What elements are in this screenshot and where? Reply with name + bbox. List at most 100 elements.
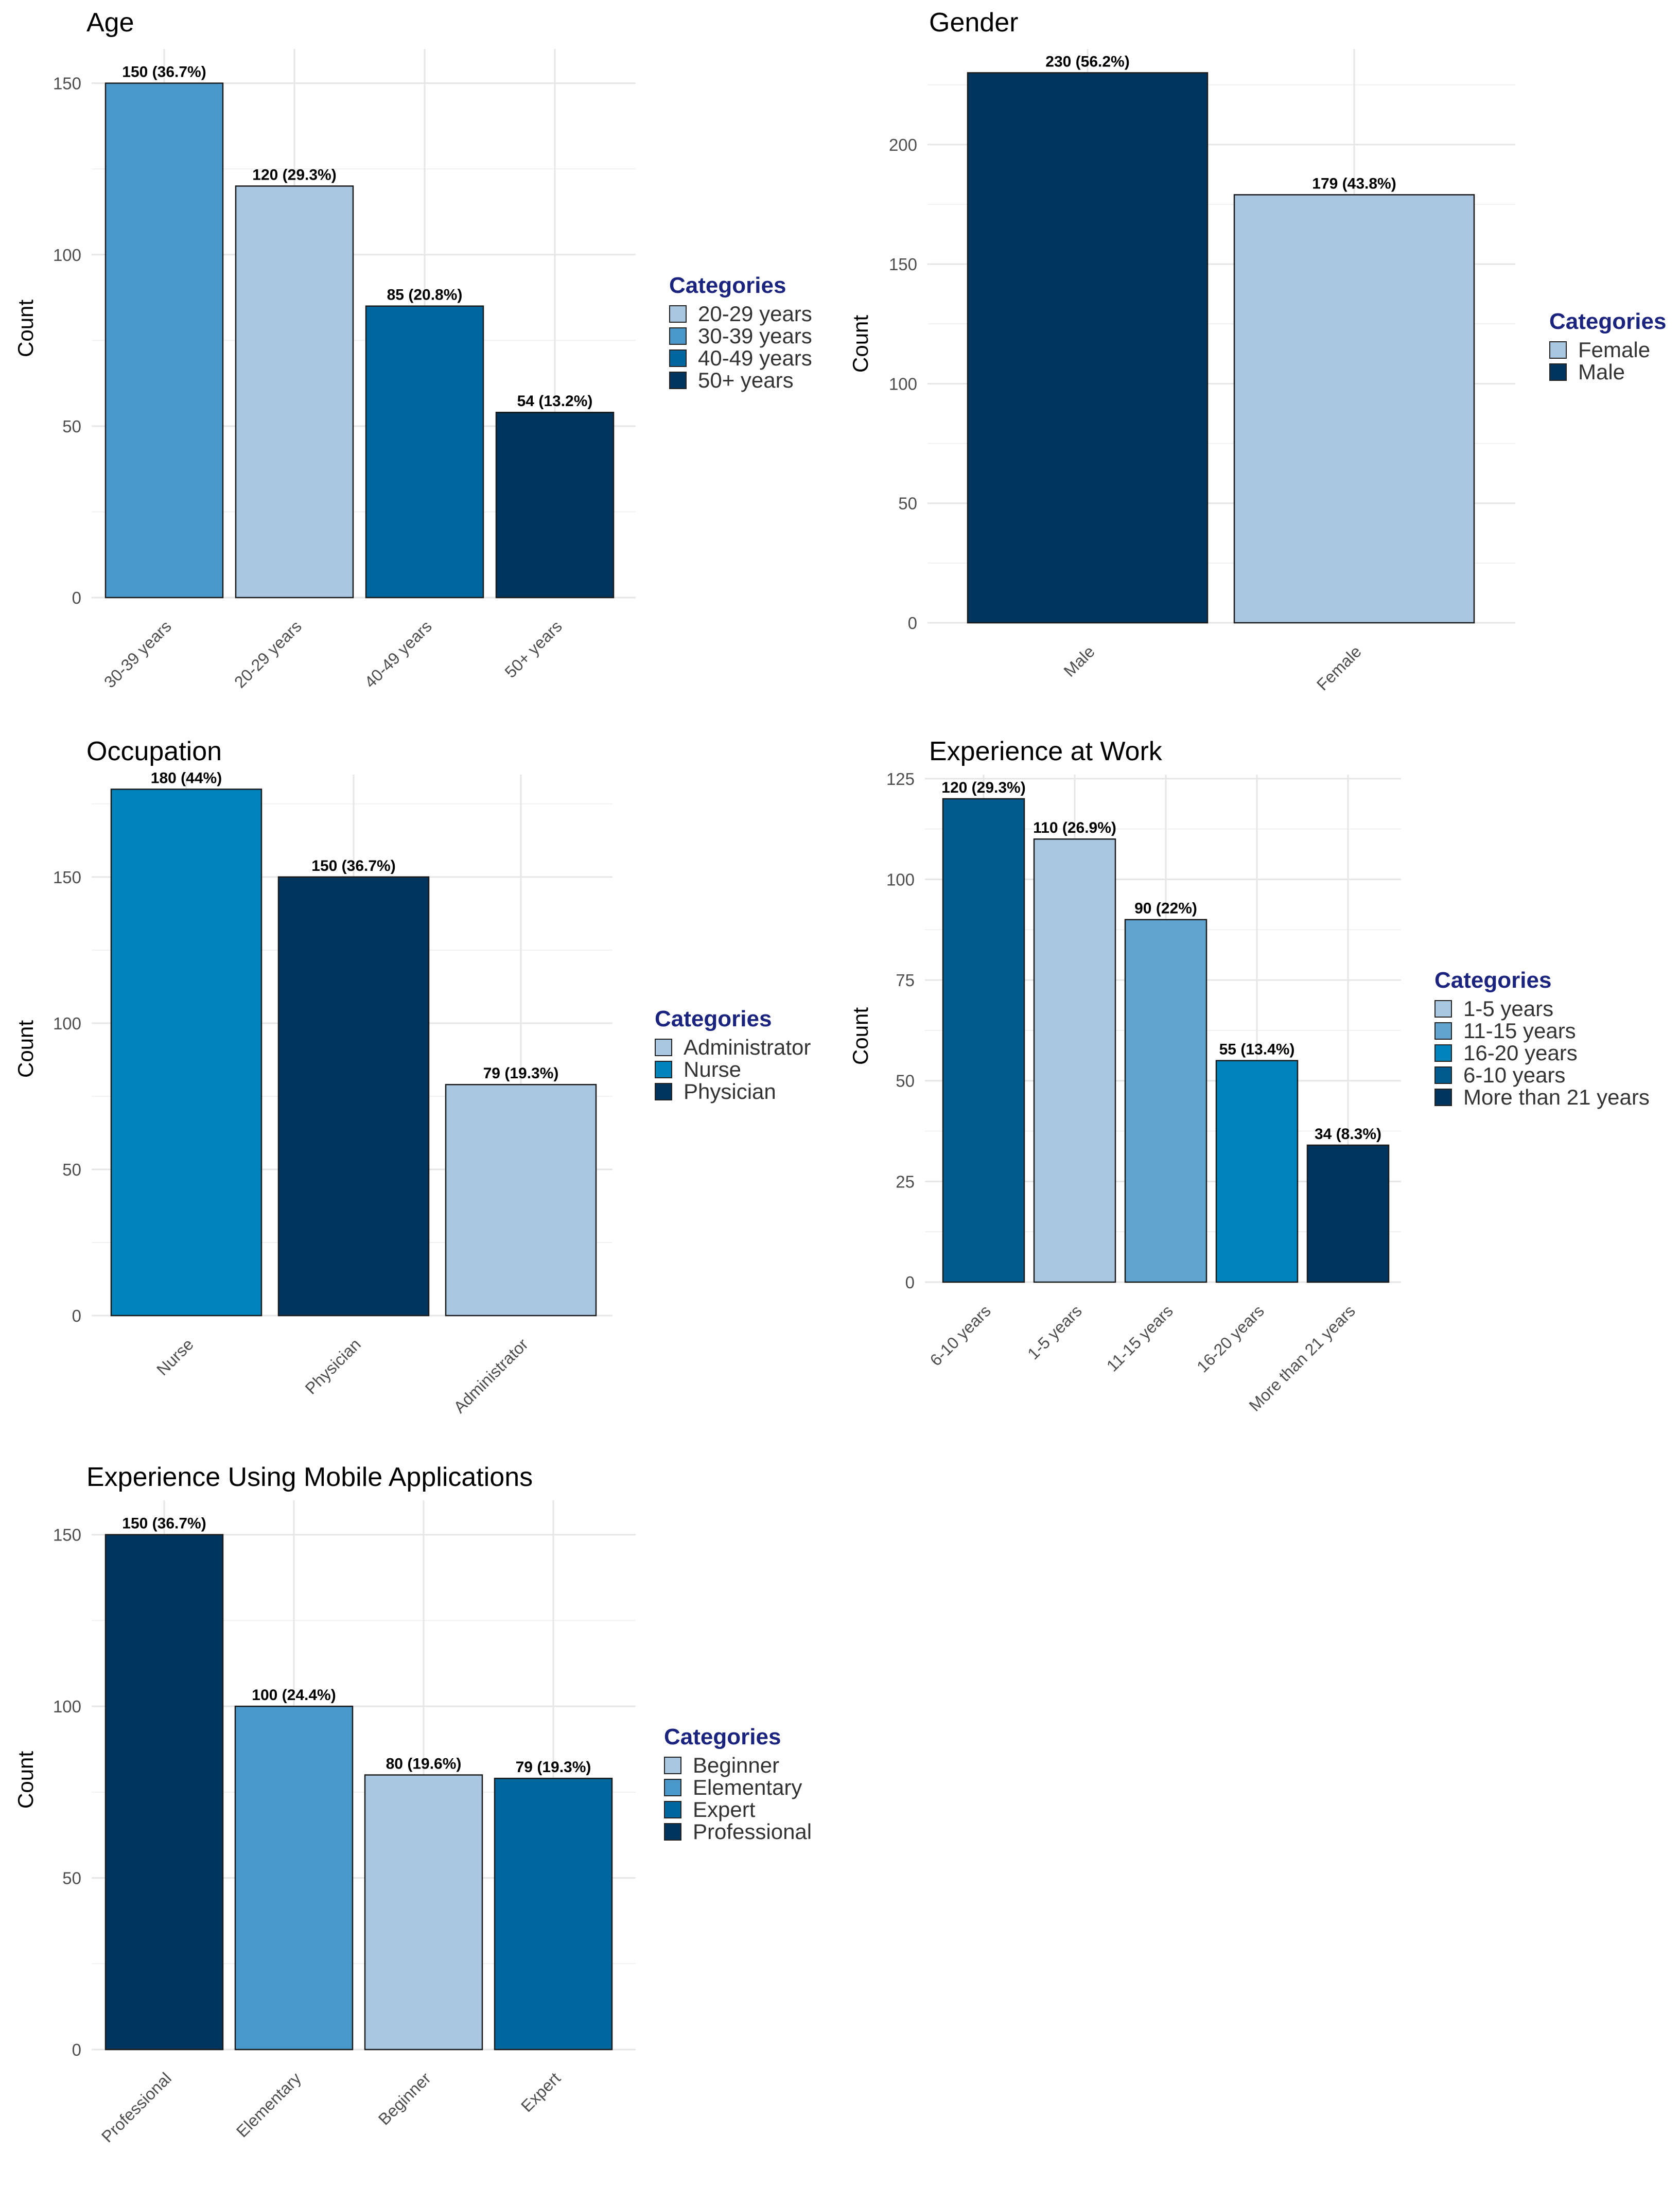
data-label: 85 (20.8%) — [387, 287, 463, 304]
data-label: 79 (19.3%) — [483, 1065, 559, 1082]
x-tick-label: Physician — [302, 1335, 364, 1397]
legend-swatch — [669, 349, 687, 367]
legend-label: Expert — [693, 1797, 756, 1822]
legend-item: More than 21 years — [1434, 1084, 1650, 1109]
legend-item: 1-5 years — [1434, 996, 1650, 1021]
legend-label: 1-5 years — [1463, 996, 1554, 1021]
chart-title: Experience Using Mobile Applications — [86, 1462, 533, 1492]
legend-label: 16-20 years — [1463, 1040, 1578, 1065]
bar — [365, 305, 484, 599]
plot-area: 0 50 100 150 180 (44%) Nurse 150 (36.7%) Physic… — [53, 769, 612, 1416]
bar — [494, 1777, 613, 2051]
data-label: 120 (29.3%) — [941, 779, 1025, 796]
bar — [1033, 838, 1116, 1283]
data-label: 180 (44%) — [151, 769, 222, 786]
legend-title: Categories — [655, 1006, 772, 1031]
legend: Categories Beginner Elementary Expert Profe… — [664, 1724, 812, 1844]
legend-title: Categories — [1549, 309, 1667, 334]
data-label: 179 (43.8%) — [1312, 175, 1396, 192]
x-tick-label: 30-39 years — [100, 617, 175, 691]
bar — [104, 1534, 224, 2051]
legend-item: Beginner — [664, 1753, 812, 1777]
data-label: 230 (56.2%) — [1045, 53, 1129, 70]
legend-item: Male — [1549, 359, 1666, 384]
legend-label: More than 21 years — [1463, 1084, 1650, 1109]
legend-swatch — [1434, 1022, 1452, 1040]
legend-swatch — [669, 327, 687, 345]
data-label: 120 (29.3%) — [252, 167, 336, 184]
x-tick-label: 6-10 years — [926, 1301, 994, 1369]
y-tick-label: 50 — [62, 1869, 81, 1888]
legend-item: Expert — [664, 1797, 812, 1822]
legend-label: 50+ years — [698, 367, 794, 392]
bar — [495, 411, 615, 599]
x-tick-label: Female — [1313, 642, 1365, 694]
x-tick-label: Expert — [517, 2069, 564, 2115]
legend-swatch — [1434, 1066, 1452, 1084]
legend-title: Categories — [1434, 968, 1552, 993]
bar — [1306, 1144, 1390, 1283]
legend-label: Female — [1578, 337, 1651, 362]
bar — [277, 876, 430, 1317]
y-tick-label: 100 — [886, 870, 915, 889]
x-tick-label: Male — [1060, 642, 1098, 680]
data-label: 90 (22%) — [1134, 900, 1197, 917]
y-tick-label: 150 — [53, 74, 81, 93]
legend-swatch — [669, 305, 687, 323]
y-tick-label: 0 — [908, 614, 917, 633]
x-tick-label: Professional — [98, 2069, 175, 2146]
legend-label: 20-29 years — [698, 301, 812, 326]
bar — [942, 798, 1025, 1283]
x-tick-label: Nurse — [153, 1335, 197, 1379]
legend-label: Professional — [693, 1819, 812, 1844]
x-tick-label: Administrator — [450, 1335, 532, 1416]
x-tick-label: 40-49 years — [361, 617, 435, 691]
y-tick-label: 50 — [62, 417, 81, 436]
plot-area: 0 50 100 150 150 (36.7%) 30-39 years 120 (29.3… — [53, 49, 636, 691]
y-tick-label: 100 — [889, 374, 917, 393]
bar — [1215, 1060, 1299, 1283]
legend-item: Physician — [655, 1079, 811, 1104]
legend-label: Administrator — [684, 1035, 811, 1059]
legend: Categories Administrator Nurse Physician — [655, 1006, 811, 1104]
data-label: 150 (36.7%) — [122, 1515, 206, 1532]
legend-item: 30-39 years — [669, 323, 812, 348]
y-tick-label: 100 — [53, 1697, 81, 1716]
y-tick-label: 50 — [898, 494, 917, 513]
legend: Categories 20-29 years 30-39 years 40-49 y… — [669, 273, 812, 392]
legend-title: Categories — [664, 1724, 781, 1749]
bar — [364, 1774, 483, 2051]
legend-title: Categories — [669, 273, 786, 298]
legend-swatch — [664, 1823, 681, 1841]
legend-swatch — [664, 1778, 681, 1796]
y-tick-label: 150 — [53, 1526, 81, 1545]
bar — [110, 789, 262, 1317]
data-label: 55 (13.4%) — [1219, 1041, 1295, 1058]
legend-label: Elementary — [693, 1775, 802, 1799]
legend-label: Physician — [684, 1079, 776, 1104]
y-tick-label: 25 — [896, 1172, 915, 1191]
plot-area: 0 25 50 75 100 125 120 (29.3%) 6-10 years 110 (2… — [886, 769, 1401, 1415]
legend: Categories Female Male — [1549, 309, 1667, 384]
y-tick-label: 0 — [72, 2040, 81, 2059]
legend-swatch — [655, 1060, 672, 1078]
x-tick-label: 20-29 years — [231, 617, 305, 691]
data-label: 79 (19.3%) — [516, 1759, 591, 1776]
legend-label: 30-39 years — [698, 323, 812, 348]
legend-swatch — [1434, 1044, 1452, 1062]
chart-panel-gender: Gender Count 0 50 100 150 200 230 (56.2%) Male… — [840, 0, 1680, 726]
legend-swatch — [664, 1756, 681, 1774]
y-tick-label: 150 — [53, 868, 81, 887]
y-tick-label: 125 — [886, 769, 915, 789]
legend-item: Elementary — [664, 1775, 812, 1799]
x-tick-label: 11-15 years — [1103, 1301, 1177, 1375]
legend-label: Male — [1578, 359, 1625, 384]
legend-swatch — [1549, 341, 1567, 359]
legend-swatch — [1434, 1088, 1452, 1106]
legend-swatch — [1434, 1000, 1452, 1018]
chart-title: Age — [86, 8, 134, 38]
bar — [104, 82, 224, 599]
x-tick-label: Beginner — [375, 2069, 434, 2128]
data-label: 150 (36.7%) — [122, 64, 206, 81]
y-tick-label: 50 — [896, 1072, 915, 1091]
